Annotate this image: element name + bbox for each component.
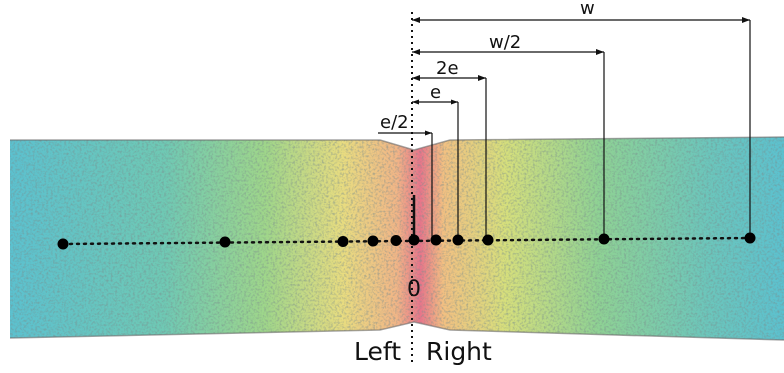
dimension-e-half: e/2	[378, 112, 433, 238]
measurement-point	[390, 235, 402, 246]
label-e-half: e/2	[380, 112, 409, 133]
measurement-point	[337, 236, 349, 247]
measurement-point	[367, 235, 379, 247]
right-label: Right	[426, 337, 492, 366]
measurement-point	[744, 232, 756, 244]
measurement-point	[57, 238, 69, 250]
measurement-point	[452, 234, 464, 246]
measurement-points	[57, 232, 756, 250]
dimension-w: w	[412, 0, 751, 238]
measurement-point	[430, 234, 442, 246]
measurement-point	[219, 236, 231, 248]
measurement-line	[61, 236, 752, 246]
measurement-point	[482, 234, 494, 246]
dimension-w-half: w/2	[412, 32, 605, 238]
dimension-e: e	[412, 82, 459, 238]
label-w-half: w/2	[489, 32, 521, 53]
origin-label: 0	[407, 277, 421, 302]
measurement-point	[598, 233, 610, 245]
measurement-point	[408, 234, 420, 246]
left-label: Left	[354, 337, 401, 366]
label-w: w	[580, 0, 595, 19]
label-2e: 2e	[436, 58, 459, 79]
label-e: e	[430, 82, 441, 103]
dimension-2e: 2e	[412, 58, 487, 238]
